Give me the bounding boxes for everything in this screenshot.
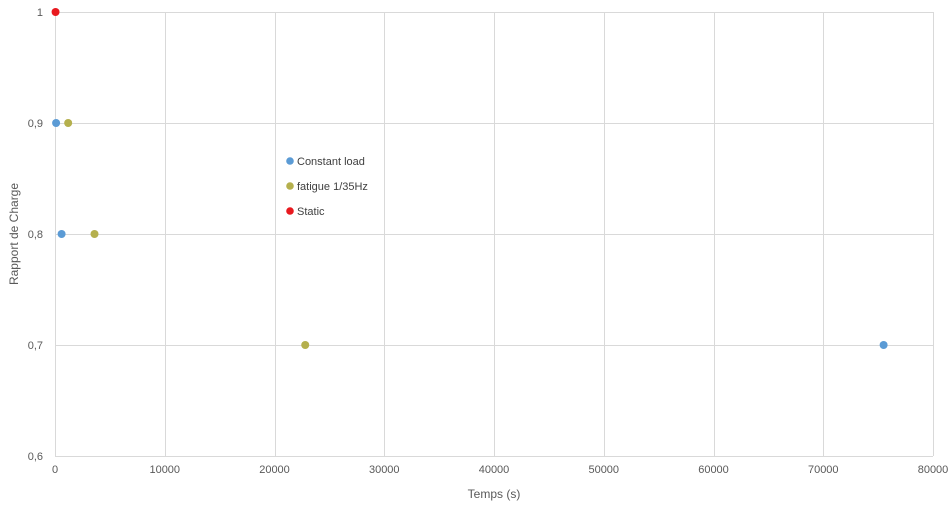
data-points — [51, 8, 888, 349]
data-point-constant-load — [879, 341, 888, 349]
grid — [55, 12, 934, 457]
legend: Constant load fatigue 1/35Hz Static — [286, 156, 368, 218]
x-tick-label: 60000 — [698, 464, 729, 476]
y-tick-label: 0,8 — [28, 229, 43, 241]
y-tick-label: 0,9 — [28, 118, 43, 130]
legend-label: fatigue 1/35Hz — [297, 181, 368, 193]
legend-label: Static — [297, 206, 325, 218]
tick-labels: 0 10000 20000 30000 40000 50000 60000 70000 8000… — [28, 7, 949, 476]
y-tick-label: 1 — [37, 7, 43, 19]
x-tick-label: 10000 — [149, 464, 180, 476]
data-point-constant-load — [52, 119, 61, 127]
x-tick-label: 20000 — [259, 464, 290, 476]
x-tick-label: 40000 — [479, 464, 510, 476]
legend-marker — [286, 157, 294, 165]
x-tick-label: 70000 — [808, 464, 839, 476]
y-tick-label: 0,6 — [28, 451, 43, 463]
legend-marker — [286, 182, 294, 190]
x-axis-title: Temps (s) — [468, 487, 521, 501]
data-point-fatigue-1-35hz — [90, 230, 99, 238]
y-tick-label: 0,7 — [28, 340, 43, 352]
data-point-static — [51, 8, 60, 16]
legend-marker — [286, 207, 294, 215]
legend-label: Constant load — [297, 156, 365, 168]
data-point-constant-load — [57, 230, 66, 238]
data-point-fatigue-1-35hz — [301, 341, 310, 349]
y-axis-title: Rapport de Charge — [7, 183, 21, 285]
x-tick-label: 50000 — [588, 464, 619, 476]
x-tick-label: 30000 — [369, 464, 400, 476]
x-tick-label: 0 — [52, 464, 58, 476]
data-point-fatigue-1-35hz — [64, 119, 73, 127]
x-tick-label: 80000 — [918, 464, 949, 476]
